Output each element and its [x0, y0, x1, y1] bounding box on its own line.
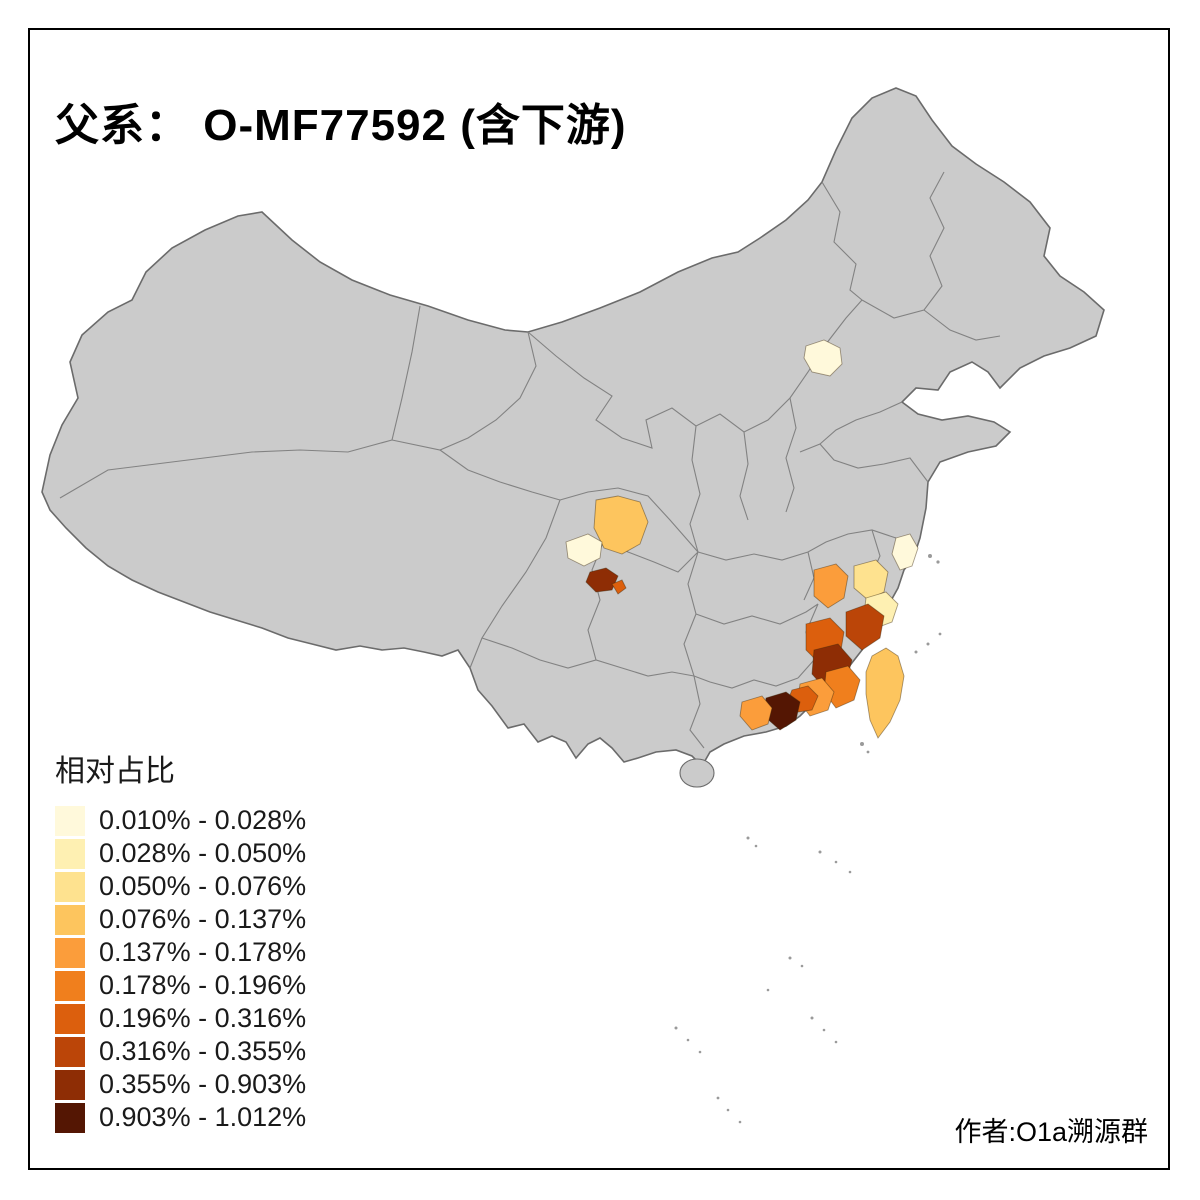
legend-row: 0.316% - 0.355%: [55, 1035, 306, 1068]
legend-row: 0.355% - 0.903%: [55, 1068, 306, 1101]
legend-row: 0.010% - 0.028%: [55, 804, 306, 837]
map-region: [813, 563, 849, 609]
author-credit: 作者:O1a溯源群: [954, 1117, 1148, 1147]
legend-title: 相对占比: [55, 755, 175, 788]
legend-label: 0.355% - 0.903%: [99, 1069, 307, 1099]
legend-row: 0.178% - 0.196%: [55, 969, 306, 1002]
legend-row: 0.028% - 0.050%: [55, 837, 306, 870]
legend-label: 0.196% - 0.316%: [99, 1003, 307, 1033]
legend-label: 0.050% - 0.076%: [99, 871, 307, 901]
legend-label: 0.076% - 0.137%: [99, 904, 307, 934]
mainland-shape: [41, 87, 1105, 788]
map-region: [611, 579, 627, 595]
legend-row: 0.050% - 0.076%: [55, 870, 306, 903]
legend-swatch: [55, 937, 85, 968]
legend-swatch: [55, 838, 85, 869]
map-region: [585, 567, 619, 593]
map-region: [565, 533, 603, 567]
legend: 相对占比 0.010% - 0.028% 0.028% - 0.050% 0.050…: [55, 746, 306, 1134]
legend-label: 0.903% - 1.012%: [99, 1102, 307, 1132]
legend-swatch: [55, 1036, 85, 1067]
legend-row: 0.903% - 1.012%: [55, 1101, 306, 1134]
hainan-island: [679, 758, 715, 788]
legend-rows: 0.010% - 0.028% 0.028% - 0.050% 0.050% - 0…: [55, 804, 306, 1134]
colored-regions: [565, 339, 919, 739]
taiwan-island: [865, 647, 905, 739]
legend-swatch: [55, 805, 85, 836]
legend-swatch: [55, 970, 85, 1001]
legend-swatch: [55, 871, 85, 902]
legend-label: 0.178% - 0.196%: [99, 970, 307, 1000]
legend-swatch: [55, 904, 85, 935]
province-borders: [59, 171, 1001, 749]
page-title: 父系： O-MF77592 (含下游): [55, 101, 627, 151]
legend-swatch: [55, 1069, 85, 1100]
legend-label: 0.137% - 0.178%: [99, 937, 307, 967]
map-region: [739, 695, 773, 731]
legend-label: 0.010% - 0.028%: [99, 805, 307, 835]
legend-swatch: [55, 1102, 85, 1133]
small-islands: [674, 554, 942, 1124]
legend-row: 0.137% - 0.178%: [55, 936, 306, 969]
map-region: [803, 339, 843, 377]
map-region: [845, 603, 885, 651]
legend-row: 0.076% - 0.137%: [55, 903, 306, 936]
map-region: [853, 559, 889, 601]
map-region: [891, 533, 919, 571]
legend-row: 0.196% - 0.316%: [55, 1002, 306, 1035]
legend-label: 0.316% - 0.355%: [99, 1036, 307, 1066]
legend-label: 0.028% - 0.050%: [99, 838, 307, 868]
map-region: [593, 495, 649, 555]
legend-swatch: [55, 1003, 85, 1034]
